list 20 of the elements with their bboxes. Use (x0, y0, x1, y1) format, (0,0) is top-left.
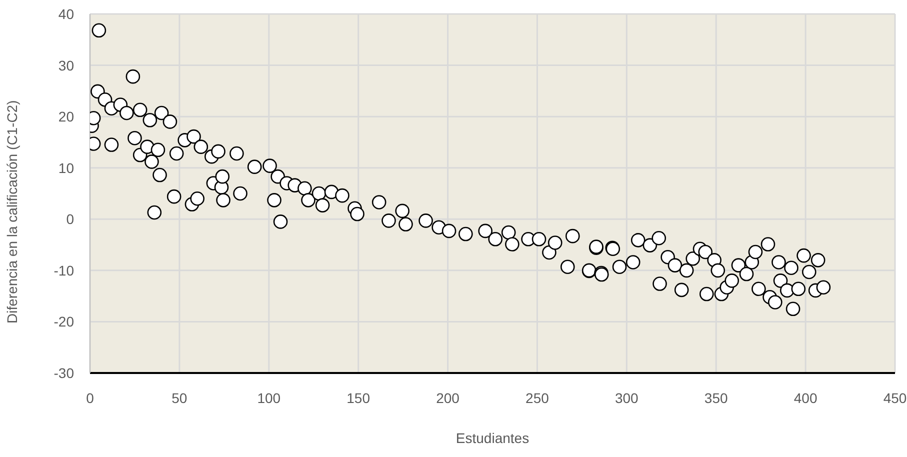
x-tick-label: 150 (346, 390, 370, 406)
y-tick-label: 10 (58, 160, 74, 176)
y-tick-label: -30 (54, 364, 74, 381)
y-axis-title: Diferencia en la calificación (C1-C2) (4, 100, 20, 324)
y-tick-label: -20 (54, 314, 74, 330)
x-tick-label: 50 (172, 390, 188, 406)
x-tick-label: 200 (436, 390, 460, 406)
y-tick-label: 20 (58, 108, 74, 125)
y-tick-label: 0 (66, 211, 74, 228)
x-tick-label: 450 (883, 390, 907, 406)
y-tick-label: 40 (58, 6, 74, 22)
y-tick-label: 30 (58, 57, 74, 74)
x-tick-label: 250 (526, 390, 550, 406)
y-tick-label: -10 (54, 262, 74, 278)
x-tick-label: 300 (614, 390, 639, 406)
x-tick-label: 0 (86, 390, 94, 406)
x-tick-label: 400 (794, 390, 818, 406)
x-tick-label: 100 (257, 390, 281, 406)
x-axis-title: Estudiantes (456, 430, 530, 446)
x-tick-label: 350 (704, 390, 728, 406)
